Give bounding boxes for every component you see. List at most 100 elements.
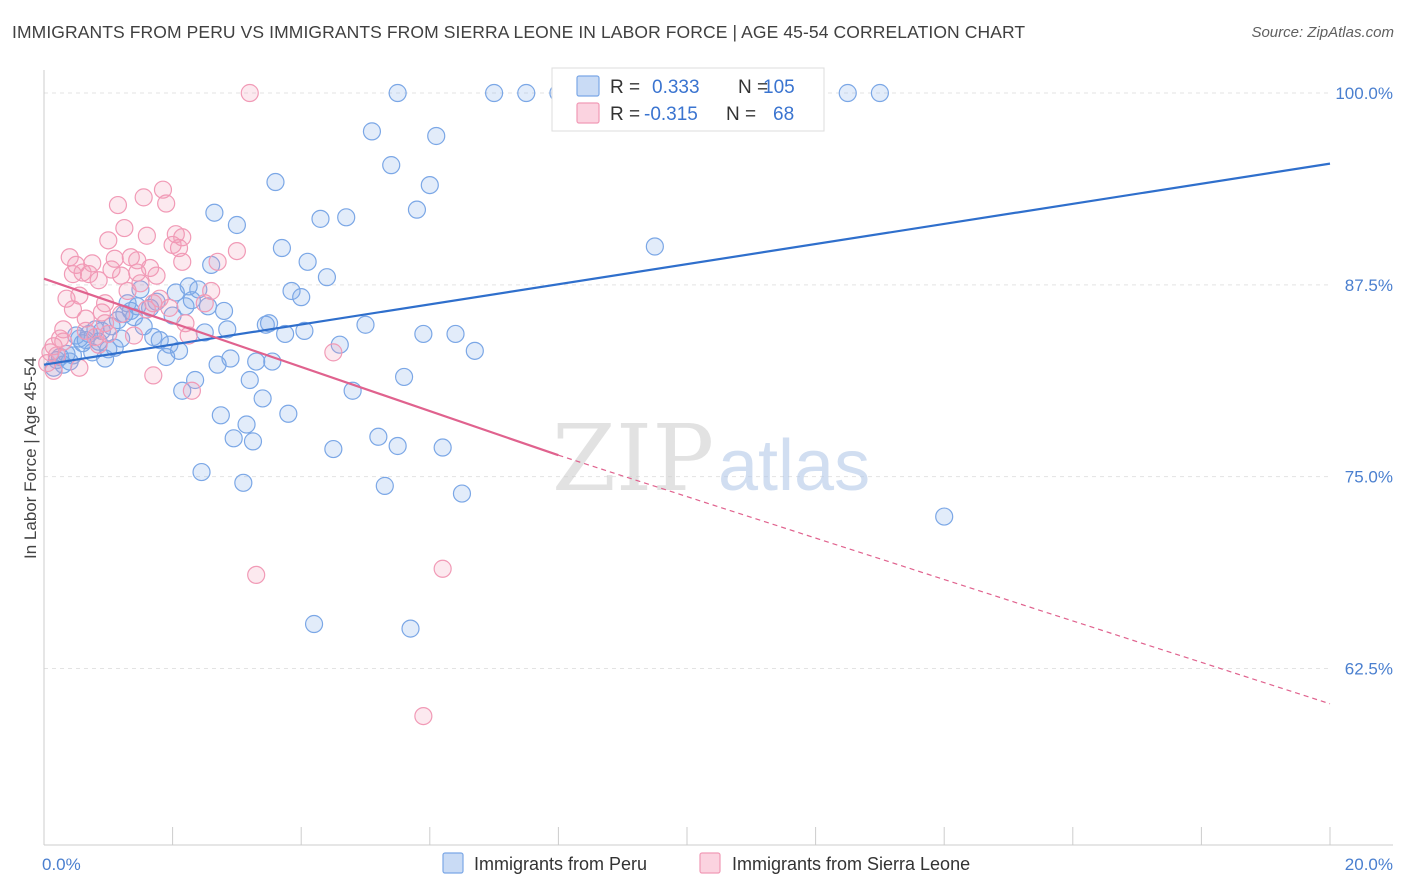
peru-point [427,126,446,146]
peru-point [407,200,427,219]
peru-point [173,381,192,400]
sierra-leone-point [202,281,221,301]
peru-point [870,83,890,103]
x-tick-label: 20.0% [1345,855,1393,874]
peru-point [224,429,243,448]
sierra-leone-point [150,289,169,308]
sierra-leone-point [134,188,153,207]
sierra-leone-point [173,228,192,247]
sierra-leone-point [99,324,118,344]
sierra-leone-point [414,706,433,726]
peru-point [446,324,465,344]
legend-r-value-sierra-leone: -0.315 [644,104,698,125]
peru-point [362,122,382,141]
sierra-leone-point [324,343,343,362]
y-axis-label: In Labor Force | Age 45-54 [21,357,40,559]
peru-point [369,427,388,446]
peru-point [388,83,407,103]
sierra-leone-point [179,326,198,345]
x-tick-labels: 0.0% 20.0% [42,855,1393,874]
peru-point [292,288,311,307]
sierra-leone-point [99,231,118,250]
legend-n-value-sierra-leone: 68 [773,104,794,125]
peru-point [414,324,433,344]
legend-label-peru: Immigrants from Peru [474,854,647,874]
peru-point [211,406,230,425]
trend-lines [43,162,1331,705]
y-tick-labels: 62.5% 75.0% 87.5% 100.0% [1335,84,1393,678]
peru-point [517,83,536,103]
y-tick-label: 100.0% [1335,84,1393,103]
peru-point [240,370,259,390]
peru-point [401,619,420,638]
sierra-leone-point [54,320,73,339]
sierra-leone-point [115,218,134,238]
legend-swatch-sierra-leone [576,102,600,124]
watermark-atlas: atlas [718,426,870,506]
legend-label-sierra-leone: Immigrants from Sierra Leone [732,854,970,874]
peru-point [645,237,664,256]
sierra-leone-point [73,263,92,282]
sierra-leone-point [157,194,176,213]
peru-point [234,473,253,492]
peru-point [227,215,246,235]
sierra-leone-point [169,238,189,258]
sierra-leone-point [153,180,173,199]
legend-r-value-peru: 0.333 [652,77,700,98]
legend-bottom: Immigrants from Peru Immigrants from Sie… [442,852,970,874]
legend-swatch-sierra-leone [699,852,721,874]
peru-point [253,389,272,408]
sierra-leone-point [247,565,266,585]
sierra-leone-point [147,266,166,285]
sierra-leone-point [124,326,144,345]
sierra-leone-trend-extension [558,454,1331,705]
peru-point [485,83,504,103]
peru-point [247,352,266,371]
sierra-leone-point [102,260,121,279]
sierra-leone-point [76,321,95,340]
sierra-leone-point [108,195,128,215]
legend-r-label: R = [610,77,640,98]
peru-point [382,156,401,175]
legend-n-value-peru: 105 [763,77,795,98]
sierra-leone-point [173,252,192,271]
peru-point [214,301,234,321]
legend-n-label: N = [738,77,768,98]
sierra-leone-point [128,251,147,270]
peru-point [218,320,237,339]
peru-point [388,436,407,456]
sierra-leone-point [227,241,246,261]
sierra-leone-point [79,265,99,284]
peru-point [221,349,240,368]
sierra-leone-point [160,298,179,317]
peru-point [420,175,439,195]
peru-point [205,203,224,222]
peru-point [311,209,330,228]
sierra-leone-point [144,294,163,313]
peru-point [838,83,857,103]
peru-point [433,438,452,457]
sierra-leone-point [144,366,163,385]
peru-point [452,484,472,503]
peru-point [237,415,256,434]
peru-point [394,367,414,387]
peru-point [243,432,263,451]
x-tick-label: 0.0% [42,855,81,874]
legend-n-label: N = [726,104,756,125]
sierra-leone-point [112,266,131,285]
peru-point [356,315,375,334]
peru-point [169,341,189,360]
sierra-leone-point [95,314,115,333]
peru-point [935,507,954,526]
y-tick-label: 62.5% [1345,660,1393,679]
chart-title: IMMIGRANTS FROM PERU VS IMMIGRANTS FROM … [12,22,1026,42]
sierra-leone-point [131,274,150,293]
y-tick-label: 87.5% [1345,276,1393,295]
sierra-leone-point [83,254,102,273]
legend-top: R = 0.333 N = 105 R = -0.315 N = 68 [551,67,825,132]
peru-point [337,208,356,227]
sierra-leone-point [70,358,89,377]
peru-point [279,404,298,423]
peru-point [186,370,205,390]
